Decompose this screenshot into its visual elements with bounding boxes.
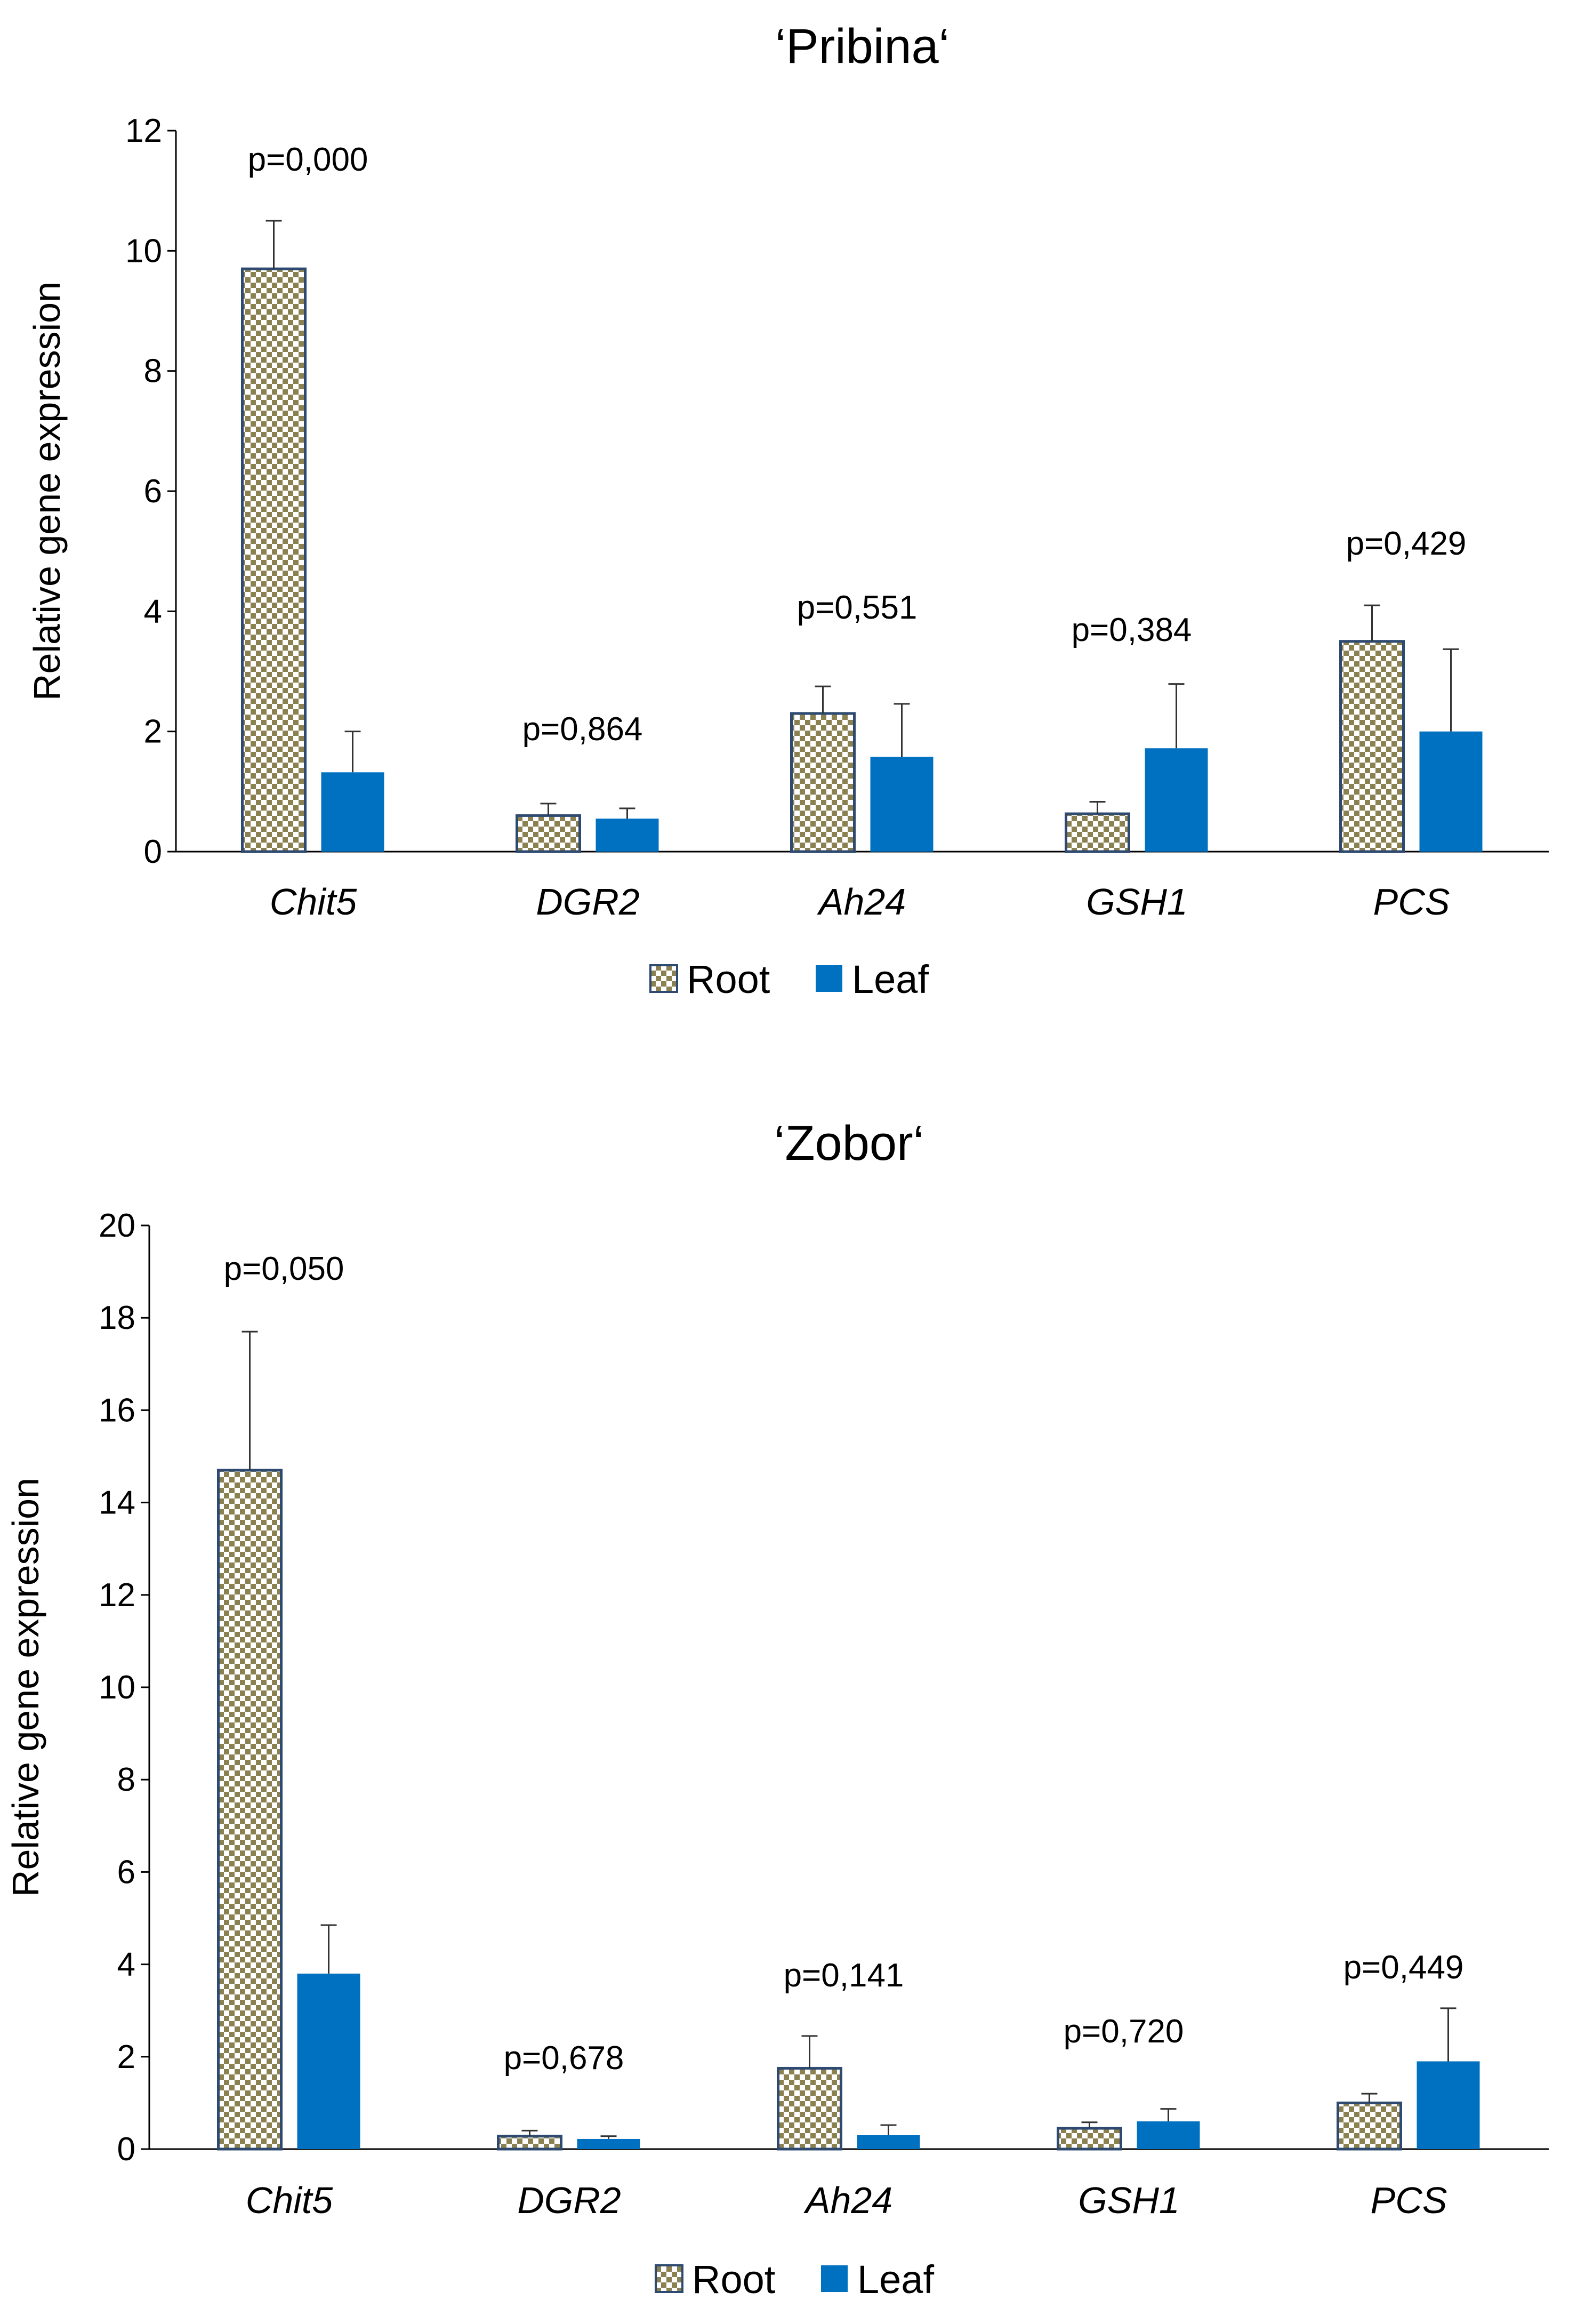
bar-leaf: [857, 2135, 920, 2149]
x-category-label: DGR2: [536, 881, 639, 923]
bar-leaf: [1137, 2121, 1200, 2149]
p-value-label: p=0,429: [1346, 525, 1467, 562]
y-tick-label: 4: [117, 1946, 135, 1983]
legend-label-root: Root: [692, 2257, 776, 2302]
p-value-label: p=0,449: [1343, 1949, 1464, 1986]
chart-pribina: ‘Pribina‘ Relative gene expression 0 2 4 6 8 10…: [26, 19, 1549, 1001]
bar-leaf: [1417, 2061, 1480, 2149]
y-tick-label: 10: [125, 233, 162, 269]
y-tick-label: 18: [99, 1300, 135, 1336]
bar-root: [1337, 2101, 1402, 2151]
y-tick-label: 8: [117, 1761, 135, 1798]
p-value-label: p=0,551: [797, 589, 918, 626]
bar-leaf: [870, 756, 934, 852]
bar-root: [516, 814, 581, 853]
legend-swatch-leaf: [821, 2265, 848, 2292]
y-tick-label: 6: [144, 473, 162, 510]
bar-root: [790, 712, 856, 853]
p-value-label: p=0,050: [224, 1251, 344, 1287]
chart-zobor: ‘Zobor‘ Relative gene expression 0 2 4 6 8 10 12…: [5, 1116, 1549, 2302]
legend: Root Leaf: [655, 2257, 934, 2302]
y-tick-label: 0: [117, 2131, 135, 2168]
bar-leaf: [1145, 748, 1208, 852]
bar-root: [1065, 812, 1130, 853]
y-tick-label: 0: [144, 834, 162, 870]
y-axis-label: Relative gene expression: [26, 282, 68, 701]
x-category-label: Chit5: [270, 881, 357, 923]
y-tick-label: 4: [144, 593, 162, 630]
legend-label-root: Root: [687, 957, 770, 1001]
p-value-label: p=0,678: [504, 2040, 624, 2077]
bar-root: [777, 2066, 842, 2151]
legend-swatch-leaf: [816, 965, 842, 992]
y-tick-label: 16: [99, 1392, 135, 1429]
p-value-label: p=0,384: [1072, 612, 1192, 648]
bar-root: [1057, 2127, 1122, 2151]
x-category-label: Chit5: [246, 2179, 333, 2221]
x-category-label: GSH1: [1078, 2179, 1180, 2221]
y-tick-label: 10: [99, 1669, 135, 1706]
y-tick-label: 14: [99, 1485, 135, 1521]
bar-root: [497, 2135, 562, 2151]
p-value-label: p=0,000: [248, 141, 368, 178]
legend: Root Leaf: [649, 957, 929, 1001]
p-value-label: p=0,720: [1064, 2013, 1184, 2050]
x-category-label: PCS: [1371, 2179, 1447, 2221]
y-tick-label: 8: [144, 353, 162, 390]
chart-title: ‘Zobor‘: [774, 1116, 924, 1171]
bar-leaf: [297, 1973, 360, 2149]
bar-root: [241, 267, 307, 853]
y-tick-label: 20: [99, 1207, 135, 1244]
x-category-label: Ah24: [817, 881, 906, 923]
bar-root: [217, 1469, 283, 2151]
bar-root: [1339, 640, 1405, 853]
bar-leaf: [321, 772, 384, 852]
p-value-label: p=0,864: [522, 711, 643, 748]
x-category-label: GSH1: [1086, 881, 1188, 923]
legend-swatch-root: [655, 2264, 683, 2293]
legend-swatch-root: [649, 964, 678, 993]
y-axis-label: Relative gene expression: [5, 1478, 46, 1897]
x-category-label: PCS: [1373, 881, 1450, 923]
chart-title: ‘Pribina‘: [775, 19, 950, 74]
x-category-label: DGR2: [517, 2179, 621, 2221]
bar-leaf: [1419, 731, 1483, 852]
y-tick-label: 2: [117, 2039, 135, 2075]
legend-label-leaf: Leaf: [857, 2257, 934, 2302]
bar-leaf: [596, 819, 659, 852]
y-tick-label: 12: [99, 1577, 135, 1614]
y-tick-label: 2: [144, 714, 162, 750]
y-tick-label: 6: [117, 1854, 135, 1890]
x-category-label: Ah24: [803, 2179, 892, 2221]
y-tick-label: 12: [125, 113, 162, 149]
p-value-label: p=0,141: [784, 1957, 904, 1994]
bar-leaf: [577, 2138, 640, 2149]
legend-label-leaf: Leaf: [852, 957, 929, 1001]
